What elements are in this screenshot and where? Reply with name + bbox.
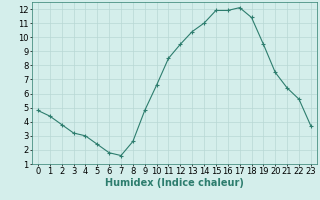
X-axis label: Humidex (Indice chaleur): Humidex (Indice chaleur) <box>105 178 244 188</box>
